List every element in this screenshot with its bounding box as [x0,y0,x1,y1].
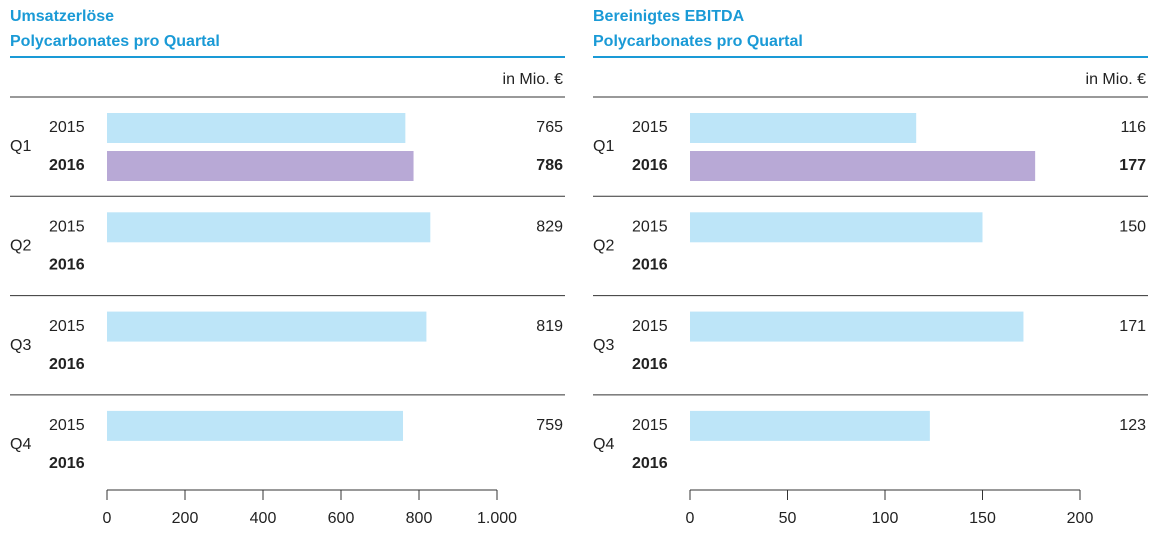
category-label: Q1 [10,138,31,155]
x-tick-label: 0 [686,510,695,527]
x-tick-label: 150 [969,510,996,527]
value-label: 829 [536,219,563,236]
value-label: 171 [1119,318,1146,335]
value-label: 150 [1119,219,1146,236]
series-label: 2015 [49,417,85,434]
x-tick-label: 400 [250,510,277,527]
series-label: 2015 [49,318,85,335]
category-label: Q3 [10,337,31,354]
series-label: 2016 [632,257,668,274]
value-label: 759 [536,417,563,434]
series-label: 2015 [632,417,668,434]
series-label: 2015 [632,318,668,335]
bar [690,151,1036,181]
x-tick-label: 600 [328,510,355,527]
value-label: 123 [1119,417,1146,434]
value-label: 116 [1120,119,1146,136]
series-label: 2015 [49,119,85,136]
x-tick-label: 100 [872,510,899,527]
series-label: 2016 [632,157,668,174]
chart-subtitle: Polycarbonates pro Quartal [10,33,220,50]
series-label: 2016 [49,157,85,174]
value-label: 177 [1119,157,1146,174]
series-label: 2016 [49,455,85,472]
category-label: Q1 [593,138,614,155]
value-label: 765 [536,119,563,136]
series-label: 2016 [49,356,85,373]
bar [690,212,983,243]
x-tick-label: 50 [779,510,797,527]
x-tick-label: 800 [406,510,433,527]
series-label: 2016 [49,257,85,274]
series-label: 2015 [632,119,668,136]
x-tick-label: 0 [103,510,112,527]
bar [107,311,427,342]
x-tick-label: 1.000 [477,510,517,527]
x-tick-label: 200 [1067,510,1094,527]
series-label: 2016 [632,455,668,472]
bar [107,113,406,143]
chart-title: Umsatzerlöse [10,8,114,25]
chart-subtitle: Polycarbonates pro Quartal [593,33,803,50]
category-label: Q4 [593,436,614,453]
x-tick-label: 200 [172,510,199,527]
unit-label: in Mio. € [503,71,564,88]
bar [690,311,1024,342]
value-label: 786 [536,157,563,174]
category-label: Q2 [10,238,31,255]
unit-label: in Mio. € [1086,71,1147,88]
bar [690,113,917,143]
bar [690,410,930,441]
bar [107,410,404,441]
series-label: 2015 [49,219,85,236]
bar [107,151,414,181]
chart-title: Bereinigtes EBITDA [593,8,745,25]
series-label: 2015 [632,219,668,236]
value-label: 819 [536,318,563,335]
category-label: Q2 [593,238,614,255]
series-label: 2016 [632,356,668,373]
category-label: Q4 [10,436,31,453]
category-label: Q3 [593,337,614,354]
bar [107,212,431,243]
